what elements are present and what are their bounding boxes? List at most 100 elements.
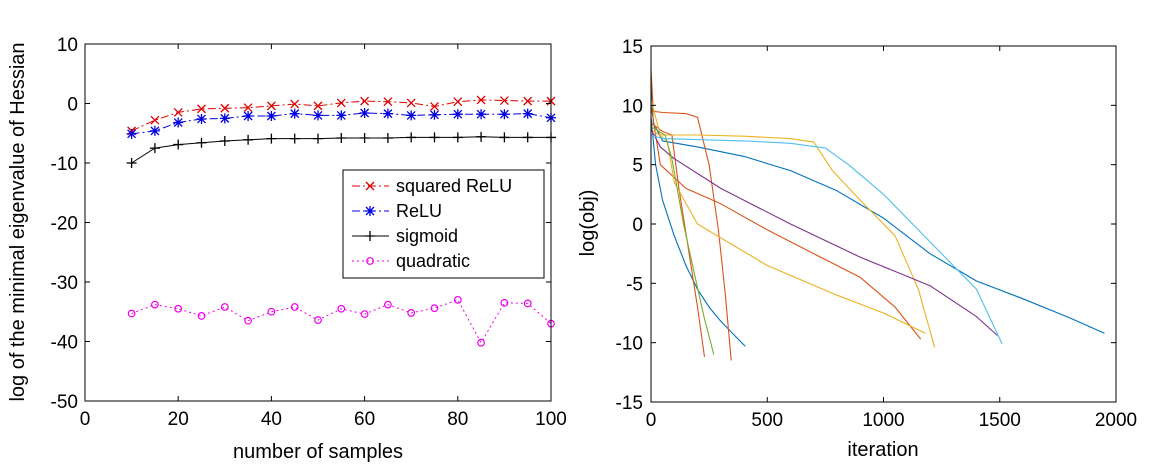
x-tick-label: 40 [261,409,282,430]
data-point [243,103,253,113]
data-point [289,133,300,144]
x-tick-label: 1000 [862,410,904,431]
data-point [407,309,416,317]
data-point [406,132,417,143]
data-point [499,132,510,143]
y-tick-label: -40 [51,333,78,354]
data-point [360,310,369,319]
data-point [336,110,347,121]
data-point [384,300,392,309]
y-tick-label: -50 [51,392,78,413]
data-point [383,97,393,107]
data-point [476,109,487,120]
y-tick-label: 10 [57,35,78,56]
data-point [337,304,346,313]
data-point [196,113,207,124]
data-point [266,101,276,111]
right-chart: 0 500 1000 1500 2000 15 10 5 0 -5 -10 -15 iteration… [577,37,1137,461]
run-curve-10 [650,134,1003,345]
data-point [360,96,370,106]
x-tick-label: 60 [354,409,375,430]
data-point [220,303,229,311]
y-tick-label: 15 [622,37,643,58]
legend-marker [365,181,375,191]
data-point [336,98,346,108]
legend-label: ReLU [396,201,442,221]
data-point [359,108,370,119]
data-point [290,99,300,109]
data-point [453,97,463,107]
run-curve-7 [650,128,926,334]
legend-marker [365,231,375,241]
data-point [500,298,509,307]
data-point [149,125,160,136]
x-tick-label: 2000 [1095,410,1137,431]
data-point [382,108,393,119]
data-point [429,109,440,120]
data-point [313,110,323,121]
y-tick-label: -5 [626,274,643,295]
data-point [406,98,416,108]
run-curve-6 [650,99,936,348]
x-tick-label: 100 [535,409,567,430]
data-point [430,102,439,111]
data-point [267,307,276,316]
legend-label: quadratic [396,251,470,271]
data-point [290,303,299,311]
run-curve-5 [650,122,706,357]
data-point [406,110,417,121]
data-point [196,137,207,148]
series-line-quadratic [131,299,552,344]
data-point [197,104,206,114]
y-tick-label: -30 [51,273,78,294]
x-tick-label: 80 [447,409,468,430]
data-point [219,113,230,124]
y-tick-label: 0 [67,95,78,116]
data-point [150,300,159,309]
run-curve-8 [650,128,998,336]
legend-label: sigmoid [396,226,458,246]
data-point [523,299,532,308]
data-point [244,316,253,325]
data-point [499,96,509,105]
data-point [523,96,533,106]
legend: squared ReLU ReLU sigmoid quadratic [342,169,545,279]
legend-label: squared ReLU [396,176,512,196]
data-point [359,133,370,144]
legend-marker [366,257,374,265]
y-tick-label: -10 [51,154,78,175]
data-point [429,132,440,143]
data-point [219,135,230,146]
data-point [149,143,160,154]
y-tick-label: 10 [622,96,643,117]
data-point [243,134,254,145]
data-point [127,309,136,318]
data-point [314,316,322,324]
data-point [313,101,323,111]
data-point [150,115,160,125]
left-y-axis-label: log of the minimal eigenvalue of Hessian [7,42,29,401]
data-point [173,117,184,128]
data-point [266,133,277,144]
data-point [522,132,533,143]
x-tick-label: 20 [168,409,189,430]
data-point [197,312,206,320]
x-tick-label: 0 [80,409,91,430]
y-tick-label: -10 [616,334,643,355]
run-curve-4 [650,105,922,340]
left-x-axis-label: number of samples [233,441,403,463]
right-y-axis-label: log(obj) [577,190,599,257]
run-curve-3 [650,69,732,361]
data-point [522,108,533,119]
data-point [452,132,463,143]
data-point [453,295,462,304]
data-point [173,139,184,150]
y-tick-label: 0 [632,215,643,236]
data-point [499,109,510,120]
y-tick-label: -20 [51,214,78,235]
data-point [452,109,463,120]
run-curve-1 [650,75,1105,334]
data-point [174,304,183,313]
